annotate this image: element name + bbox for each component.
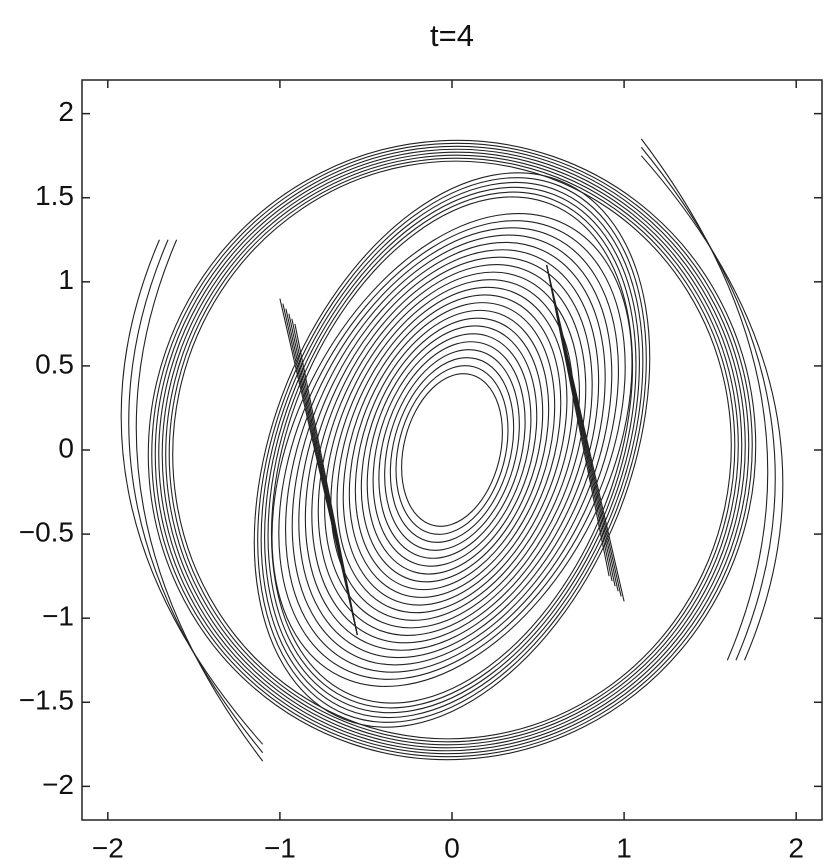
contour-line	[172, 160, 732, 740]
contour-line	[640, 155, 784, 661]
y-tick-label: −0.5	[19, 516, 74, 547]
contour-line	[366, 325, 538, 575]
contour-line	[260, 181, 644, 719]
contour-line	[135, 239, 264, 762]
contour-line	[147, 139, 757, 761]
y-tick-label: 1	[58, 264, 74, 295]
contour-line	[317, 264, 587, 636]
contour-line	[291, 264, 613, 636]
contour-line	[311, 256, 593, 644]
y-tick-label: −1.5	[19, 685, 74, 716]
contour-line	[354, 309, 550, 591]
x-tick-label: 1	[616, 832, 632, 863]
contour-line	[342, 294, 562, 606]
contour-line	[294, 264, 610, 636]
contour-line	[395, 365, 509, 535]
y-tick-label: −2	[42, 769, 74, 800]
contour-line	[304, 249, 600, 651]
contour-line	[291, 234, 613, 666]
y-tick-label: −1	[42, 601, 74, 632]
contour-line	[640, 138, 769, 661]
contour-line	[348, 302, 556, 598]
x-tick-label: 0	[444, 832, 460, 863]
x-tick-label: −2	[92, 832, 124, 863]
contour-line	[120, 239, 264, 745]
contour-line	[330, 279, 574, 621]
contour-line	[372, 333, 532, 567]
contour-line	[271, 213, 633, 687]
y-tick-label: 1.5	[35, 180, 74, 211]
contour-line	[161, 151, 743, 749]
plot-frame	[81, 79, 823, 821]
contour-line	[264, 186, 640, 714]
contour-line	[285, 264, 619, 636]
contour-line	[401, 373, 503, 527]
contour-line	[158, 148, 746, 752]
x-tick-label: 2	[788, 832, 804, 863]
x-tick-label: −1	[264, 832, 296, 863]
contour-line	[324, 271, 580, 629]
contour-line	[168, 157, 736, 743]
contour-line	[285, 227, 619, 673]
y-tick-label: 2	[58, 96, 74, 127]
contour-line	[128, 239, 264, 754]
contour-line	[151, 142, 753, 758]
contour-line	[389, 357, 515, 543]
y-tick-label: 0.5	[35, 348, 74, 379]
y-tick-label: 0	[58, 432, 74, 463]
contour-line	[640, 146, 776, 661]
contour-line	[257, 177, 647, 723]
contour-line	[278, 220, 626, 680]
contour-line	[384, 349, 520, 551]
contour-line	[360, 317, 544, 583]
contour-line	[270, 196, 634, 704]
contour-line	[298, 241, 606, 659]
contour-line	[282, 264, 622, 636]
contour-line	[154, 145, 750, 755]
chart-title: t=4	[430, 18, 474, 53]
contour-lines	[120, 138, 784, 762]
contour-line	[378, 341, 526, 559]
contour-line	[253, 172, 651, 728]
contour-line	[336, 286, 568, 614]
contour-line	[165, 154, 739, 746]
contour-line	[288, 264, 616, 636]
contour-line	[267, 191, 637, 709]
